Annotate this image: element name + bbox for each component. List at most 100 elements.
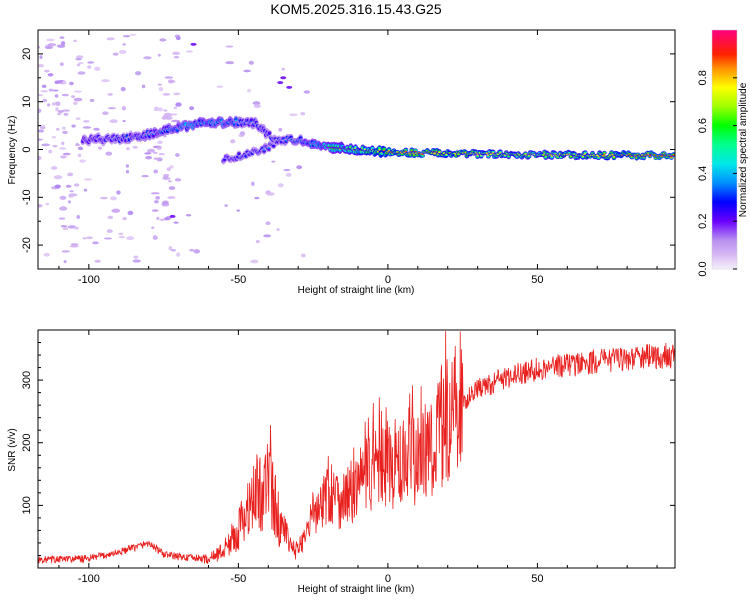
spectrogram-ridge-core [268,133,271,136]
spectrogram-noise-speck [285,172,292,177]
spectrogram-noise-speck [86,236,93,240]
spectrogram-noise-speck [125,164,130,168]
spectrogram-noise-speck [175,153,180,157]
spectrogram-noise-speck [61,141,65,146]
spectrogram-noise-speck [118,232,124,236]
spectrogram-ridge-body [596,157,601,159]
spectrogram-noise-speck [38,203,43,208]
snr-x-tick-label: 0 [385,573,391,585]
spectrogram-noise-speck [62,130,68,134]
spectrogram-noise-speck [247,88,251,93]
spectrogram-ridge-core [421,153,424,156]
spectrogram-noise-speck [93,127,100,131]
spectrogram-noise-speck [69,244,79,248]
spectrogram-ridge-body [602,151,607,154]
spectrogram-noise-speck [167,79,174,84]
spectrogram-noise-speck [61,126,66,130]
spectrogram-noise-speck [189,106,195,111]
spectrogram-noise-speck [239,131,246,136]
spectrogram-ridge-body [549,156,554,159]
spectrogram-noise-speck [82,126,92,129]
spectrogram-noise-speck [163,173,170,178]
spectrogram-noise-speck [82,237,87,240]
spectrogram-noise-speck [153,169,159,174]
spectrogram-noise-speck [107,92,113,96]
spectrogram-noise-speck [38,45,41,49]
spectrogram-noise-speck [175,102,182,107]
spectrogram-noise-speck [132,145,138,149]
spectrogram-noise-speck [60,225,68,228]
snr-x-tick-label: -100 [78,573,100,585]
spectrogram-ridge-body [412,154,417,157]
spectrogram-ridge-core [597,155,600,158]
spectrogram-ridge-body [237,152,241,156]
spectrogram-ridge-body [387,148,391,151]
spectrogram-noise-speck [52,89,59,92]
spectrogram-noise-speck [278,127,283,132]
spectrogram-ridge-core [603,153,606,155]
spectrogram-noise-speck [83,188,88,192]
spectrogram-noise-speck [101,79,110,83]
spectrogram-noise-speck [62,80,66,84]
spectrogram-noise-speck [102,111,109,116]
spectrogram-noise-speck [132,259,141,263]
spectrogram-noise-speck [94,66,101,71]
spectrogram-x-tick-label: 0 [385,274,391,286]
spectrogram-noise-speck [266,192,275,196]
spectrogram-y-tick-label: -20 [21,237,33,253]
spectrogram-noise-speck [127,210,134,216]
spectrogram-noise-speck [55,127,60,131]
spectrogram-noise-speck [41,143,51,147]
spectrogram-noise-speck [146,148,156,153]
spectrogram-noise-speck [158,152,165,156]
spectrogram-noise-speck [158,86,164,92]
spectrogram-noise-speck [141,84,146,89]
spectrogram-noise-speck [300,112,306,116]
spectrogram-noise-speck [265,221,271,226]
spectrogram-noise-speck [125,169,130,174]
spectrogram-ridge-core [596,154,599,157]
spectrogram-noise-speck [60,41,66,46]
spectrogram-noise-speck [225,61,235,65]
spectrogram-noise-speck [84,178,92,181]
spectrogram-y-ticks: -20 -10 0 10 20 [21,29,675,270]
spectrogram-noise-speck [44,69,50,73]
colorbar-tick-label: 0.6 [697,118,709,133]
spectrogram-ridge-core [550,155,553,157]
spectrogram-noise-speck [122,119,126,123]
spectrogram-noise-speck [74,226,79,230]
spectrogram-noise-speck [75,117,81,120]
spectrogram-noise-speck [276,228,280,231]
spectrogram-noise-speck [254,196,260,200]
spectrogram-ridge-core [476,154,479,156]
colorbar-tick-label: 0.4 [697,166,709,181]
spectrogram-noise-speck [76,55,84,59]
spectrogram-patch [190,42,197,46]
spectrogram-ridge-core [433,152,436,155]
spectrogram-noise-speck [42,98,48,103]
spectrogram-noise-speck [63,259,67,264]
spectrogram-ridge-body [479,155,484,158]
snr-series-line [38,331,675,565]
spectrogram-y-tick-label: 20 [21,48,33,60]
colorbar-ticks: 0.0 0.2 0.4 0.6 0.8 [697,70,737,277]
spectrogram-noise-speck [77,71,86,75]
spectrogram-ridge-body [410,149,414,152]
spectrogram-noise-speck [150,192,160,195]
spectrogram-noise-speck [69,190,74,193]
spectrogram-noise-speck [118,49,127,54]
spectrogram-ridge-core [672,154,675,156]
colorbar-frame [711,29,738,270]
spectrogram-noise-speck [157,140,163,144]
spectrogram-noise-speck [161,200,169,205]
spectrogram-noise-speck [159,38,167,42]
spectrogram-noise-speck [118,235,126,239]
spectrogram-noise-speck [216,85,223,88]
spectrogram-noise-speck [252,101,261,106]
spectrogram-y-tick-label: -10 [21,189,33,205]
snr-x-axis-label: Height of straight line (km) [298,584,415,595]
spectrogram-noise-speck [51,136,57,139]
spectrogram-noise-speck [70,95,76,98]
spectrogram-noise-speck [110,196,117,201]
